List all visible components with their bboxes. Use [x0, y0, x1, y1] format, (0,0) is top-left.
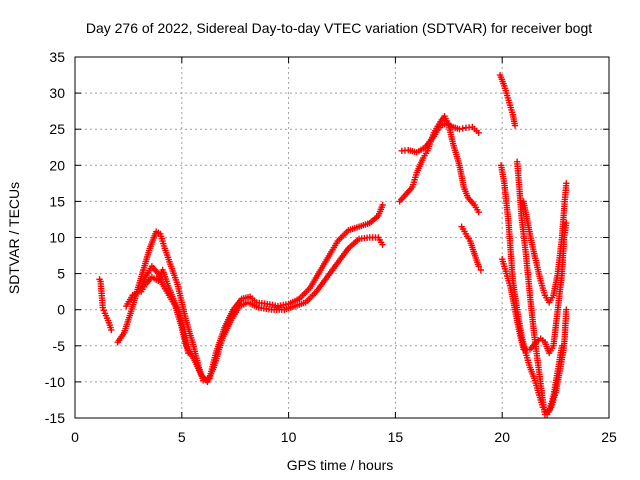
data-point-marker: [185, 349, 192, 357]
y-tick-label: 10: [49, 230, 65, 246]
axis-ticks: [74, 56, 610, 419]
y-tick-label: -15: [45, 410, 65, 426]
x-tick-label: 20: [494, 429, 510, 445]
data-point-marker: [475, 209, 482, 216]
series-segment-12: [520, 180, 570, 306]
data-point-marker: [475, 129, 482, 137]
data-point-marker: [563, 180, 570, 187]
y-tick-label: 0: [57, 302, 65, 318]
data-point-marker: [475, 263, 482, 270]
series-segment-8: [496, 71, 519, 129]
x-tick-label: 5: [178, 429, 186, 445]
data-point-marker: [379, 241, 386, 248]
y-tick-labels: -15 -10 -5 0 5 10 15 20 25 30 35: [45, 49, 65, 426]
data-point-marker: [379, 201, 386, 209]
y-tick-label: 35: [49, 49, 65, 65]
data-markers: [96, 71, 570, 418]
data-point-marker: [563, 219, 570, 227]
x-tick-label: 0: [71, 429, 79, 445]
x-tick-label: 25: [601, 429, 617, 445]
x-tick-label: 10: [281, 429, 297, 445]
x-tick-labels: 0 5 10 15 20 25: [71, 429, 617, 445]
series-segment-7: [458, 223, 485, 274]
y-tick-label: 20: [49, 157, 65, 173]
data-point-marker: [558, 342, 566, 349]
data-point-marker: [456, 126, 463, 133]
x-tick-label: 15: [388, 429, 404, 445]
data-point-marker: [477, 266, 485, 274]
series-segment-1: [96, 276, 115, 334]
y-tick-label: 15: [49, 193, 65, 209]
y-tick-label: 5: [57, 266, 65, 282]
y-tick-label: 25: [49, 121, 65, 137]
y-tick-label: -5: [53, 338, 66, 354]
data-point-marker: [100, 307, 108, 314]
y-tick-label: -10: [45, 374, 65, 390]
data-point-marker: [99, 304, 106, 311]
data-point-marker: [563, 306, 570, 313]
data-point-marker: [459, 125, 466, 132]
series-segment-6: [398, 120, 482, 156]
x-axis-label: GPS time / hours: [287, 457, 394, 473]
data-point-marker: [511, 122, 519, 129]
data-point-marker: [108, 326, 115, 334]
y-axis-label: SDTVAR / TECUs: [6, 182, 22, 294]
chart-title: Day 276 of 2022, Sidereal Day-to-day VTE…: [86, 20, 592, 36]
series-segment-4: [138, 266, 192, 357]
y-tick-label: 30: [49, 85, 65, 101]
